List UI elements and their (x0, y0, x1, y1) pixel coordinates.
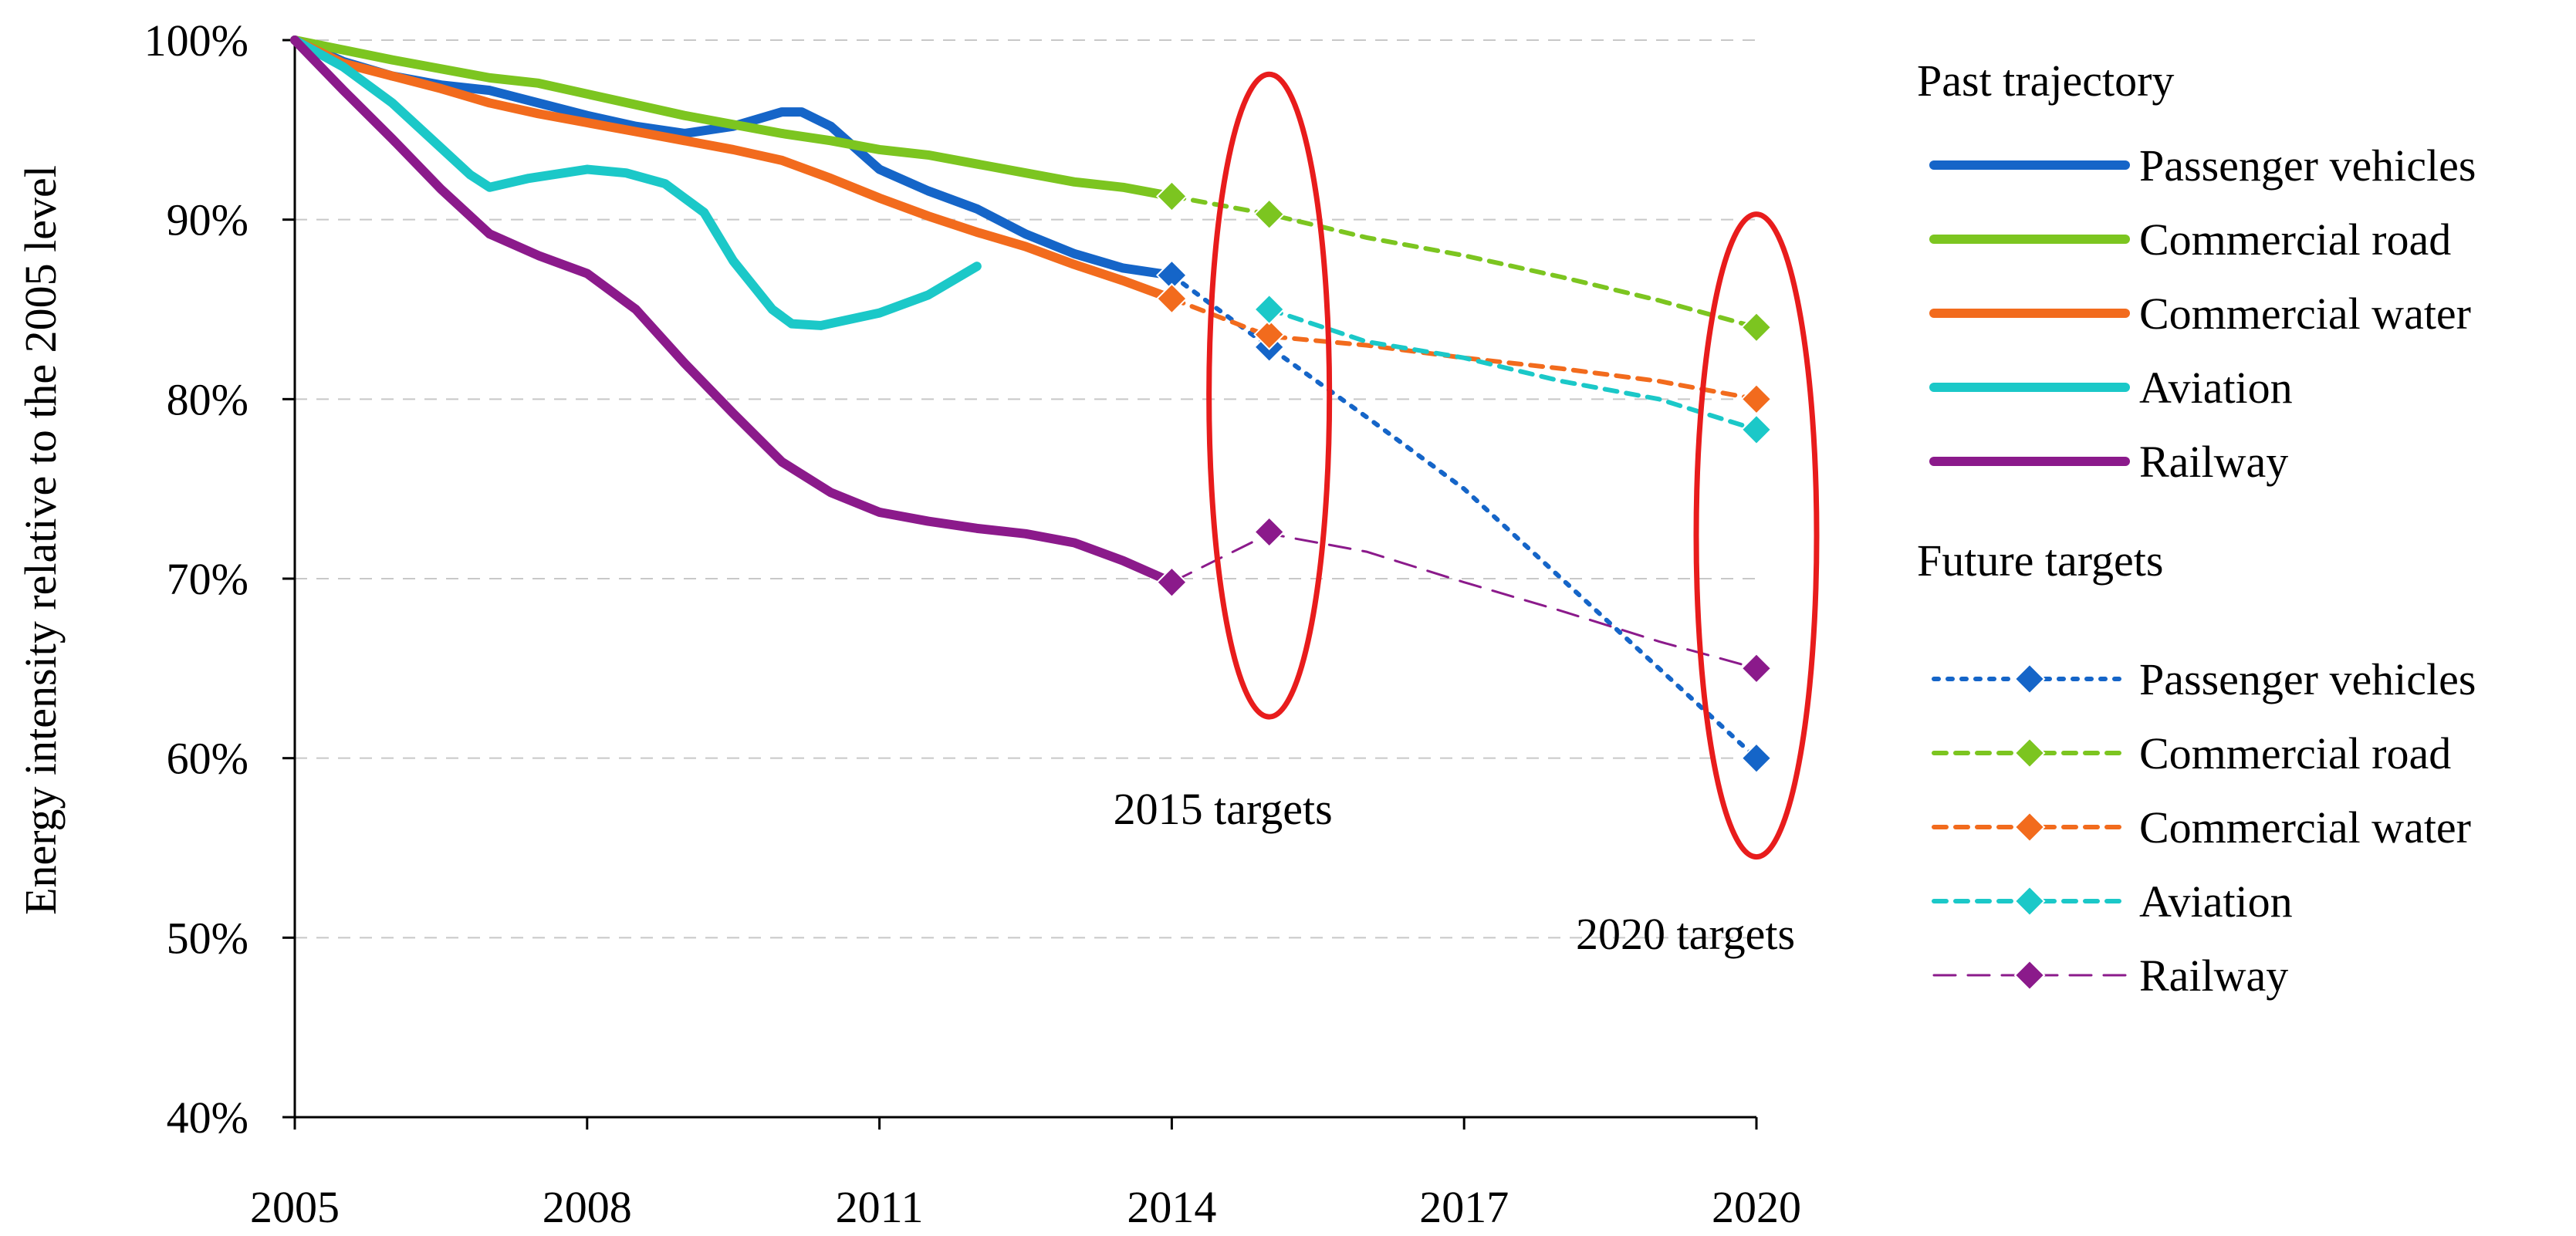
y-axis-label: Energy intensity relative to the 2005 le… (15, 165, 66, 915)
legend-marker-future-commercial-water (2013, 811, 2046, 843)
legend-label-past-passenger-vehicles: Passenger vehicles (2139, 140, 2476, 191)
past-line-railway (290, 35, 1177, 587)
marker-commercial-water-2020 (1740, 383, 1773, 415)
legend-label-future-passenger-vehicles: Passenger vehicles (2139, 654, 2476, 704)
legend-marker-future-aviation (2013, 885, 2046, 917)
legend-marker-future-commercial-road (2013, 737, 2046, 769)
target-ellipse-2015 (1206, 71, 1333, 720)
y-tick-label-50: 50% (167, 913, 248, 963)
legend-label-future-commercial-water: Commercial water (2139, 802, 2471, 853)
annotation-label-2015: 2015 targets (1114, 784, 1333, 834)
legend: Past trajectory Passenger vehicles Commerc… (1917, 56, 2476, 1001)
target-line-aviation (1266, 307, 1759, 432)
legend-label-past-commercial-water: Commercial water (2139, 289, 2471, 339)
x-tick-label-2005: 2005 (250, 1182, 340, 1232)
past-line-passenger-vehicles (290, 35, 1177, 280)
past-line-commercial-road (290, 35, 1177, 201)
target-line-railway (1170, 532, 1758, 670)
legend-label-past-aviation: Aviation (2139, 363, 2293, 413)
legend-label-future-aviation: Aviation (2139, 876, 2293, 927)
legend-label-past-railway: Railway (2139, 437, 2288, 487)
y-tick-label-40: 40% (167, 1092, 248, 1143)
past-line-aviation (290, 35, 982, 330)
marker-commercial-road-2020 (1740, 311, 1773, 343)
x-tick-label-2008: 2008 (543, 1182, 632, 1232)
marker-railway-2015 (1253, 516, 1286, 548)
legend-label-past-commercial-road: Commercial road (2139, 214, 2451, 265)
annotation-label-2020: 2020 targets (1576, 909, 1795, 959)
legend-title-future: Future targets (1917, 535, 2163, 586)
marker-commercial-water-2014 (1155, 282, 1188, 315)
target-line-passenger-vehicles (1169, 272, 1759, 761)
y-tick-label-90: 90% (167, 195, 248, 245)
marker-aviation-2015 (1253, 293, 1286, 326)
legend-label-future-commercial-road: Commercial road (2139, 728, 2451, 778)
legend-label-future-railway: Railway (2139, 951, 2288, 1001)
legend-title-past: Past trajectory (1917, 56, 2174, 106)
marker-aviation-2020 (1740, 414, 1773, 446)
target-ellipse-2020 (1693, 211, 1820, 860)
axes: 40% 50% 60% 70% 80% 90% 100% 2005 2008 2011 2014 20… (144, 15, 1801, 1232)
x-tick-label-2017: 2017 (1419, 1182, 1509, 1232)
past-line-commercial-water (290, 35, 1177, 304)
y-tick-label-60: 60% (167, 734, 248, 784)
marker-railway-2020 (1740, 652, 1773, 684)
marker-commercial-road-2014 (1155, 181, 1188, 212)
x-tick-label-2011: 2011 (836, 1182, 924, 1232)
y-tick-label-80: 80% (167, 374, 248, 424)
series-lines (290, 35, 1759, 761)
target-annotations: 2015 targets 2020 targets (1114, 71, 1820, 959)
legend-marker-future-passenger-vehicles (2013, 663, 2046, 695)
marker-passenger-vehicles-2020 (1740, 742, 1773, 775)
y-tick-label-100: 100% (144, 15, 248, 66)
y-tick-label-70: 70% (167, 554, 248, 604)
target-markers (1155, 181, 1773, 775)
gridlines (295, 39, 1756, 939)
x-tick-label-2020: 2020 (1712, 1182, 1801, 1232)
x-tick-label-2014: 2014 (1127, 1182, 1216, 1232)
legend-marker-future-railway (2013, 959, 2046, 991)
marker-commercial-road-2015 (1253, 198, 1286, 231)
marker-commercial-water-2015 (1253, 319, 1286, 350)
marker-railway-2014 (1155, 566, 1188, 599)
